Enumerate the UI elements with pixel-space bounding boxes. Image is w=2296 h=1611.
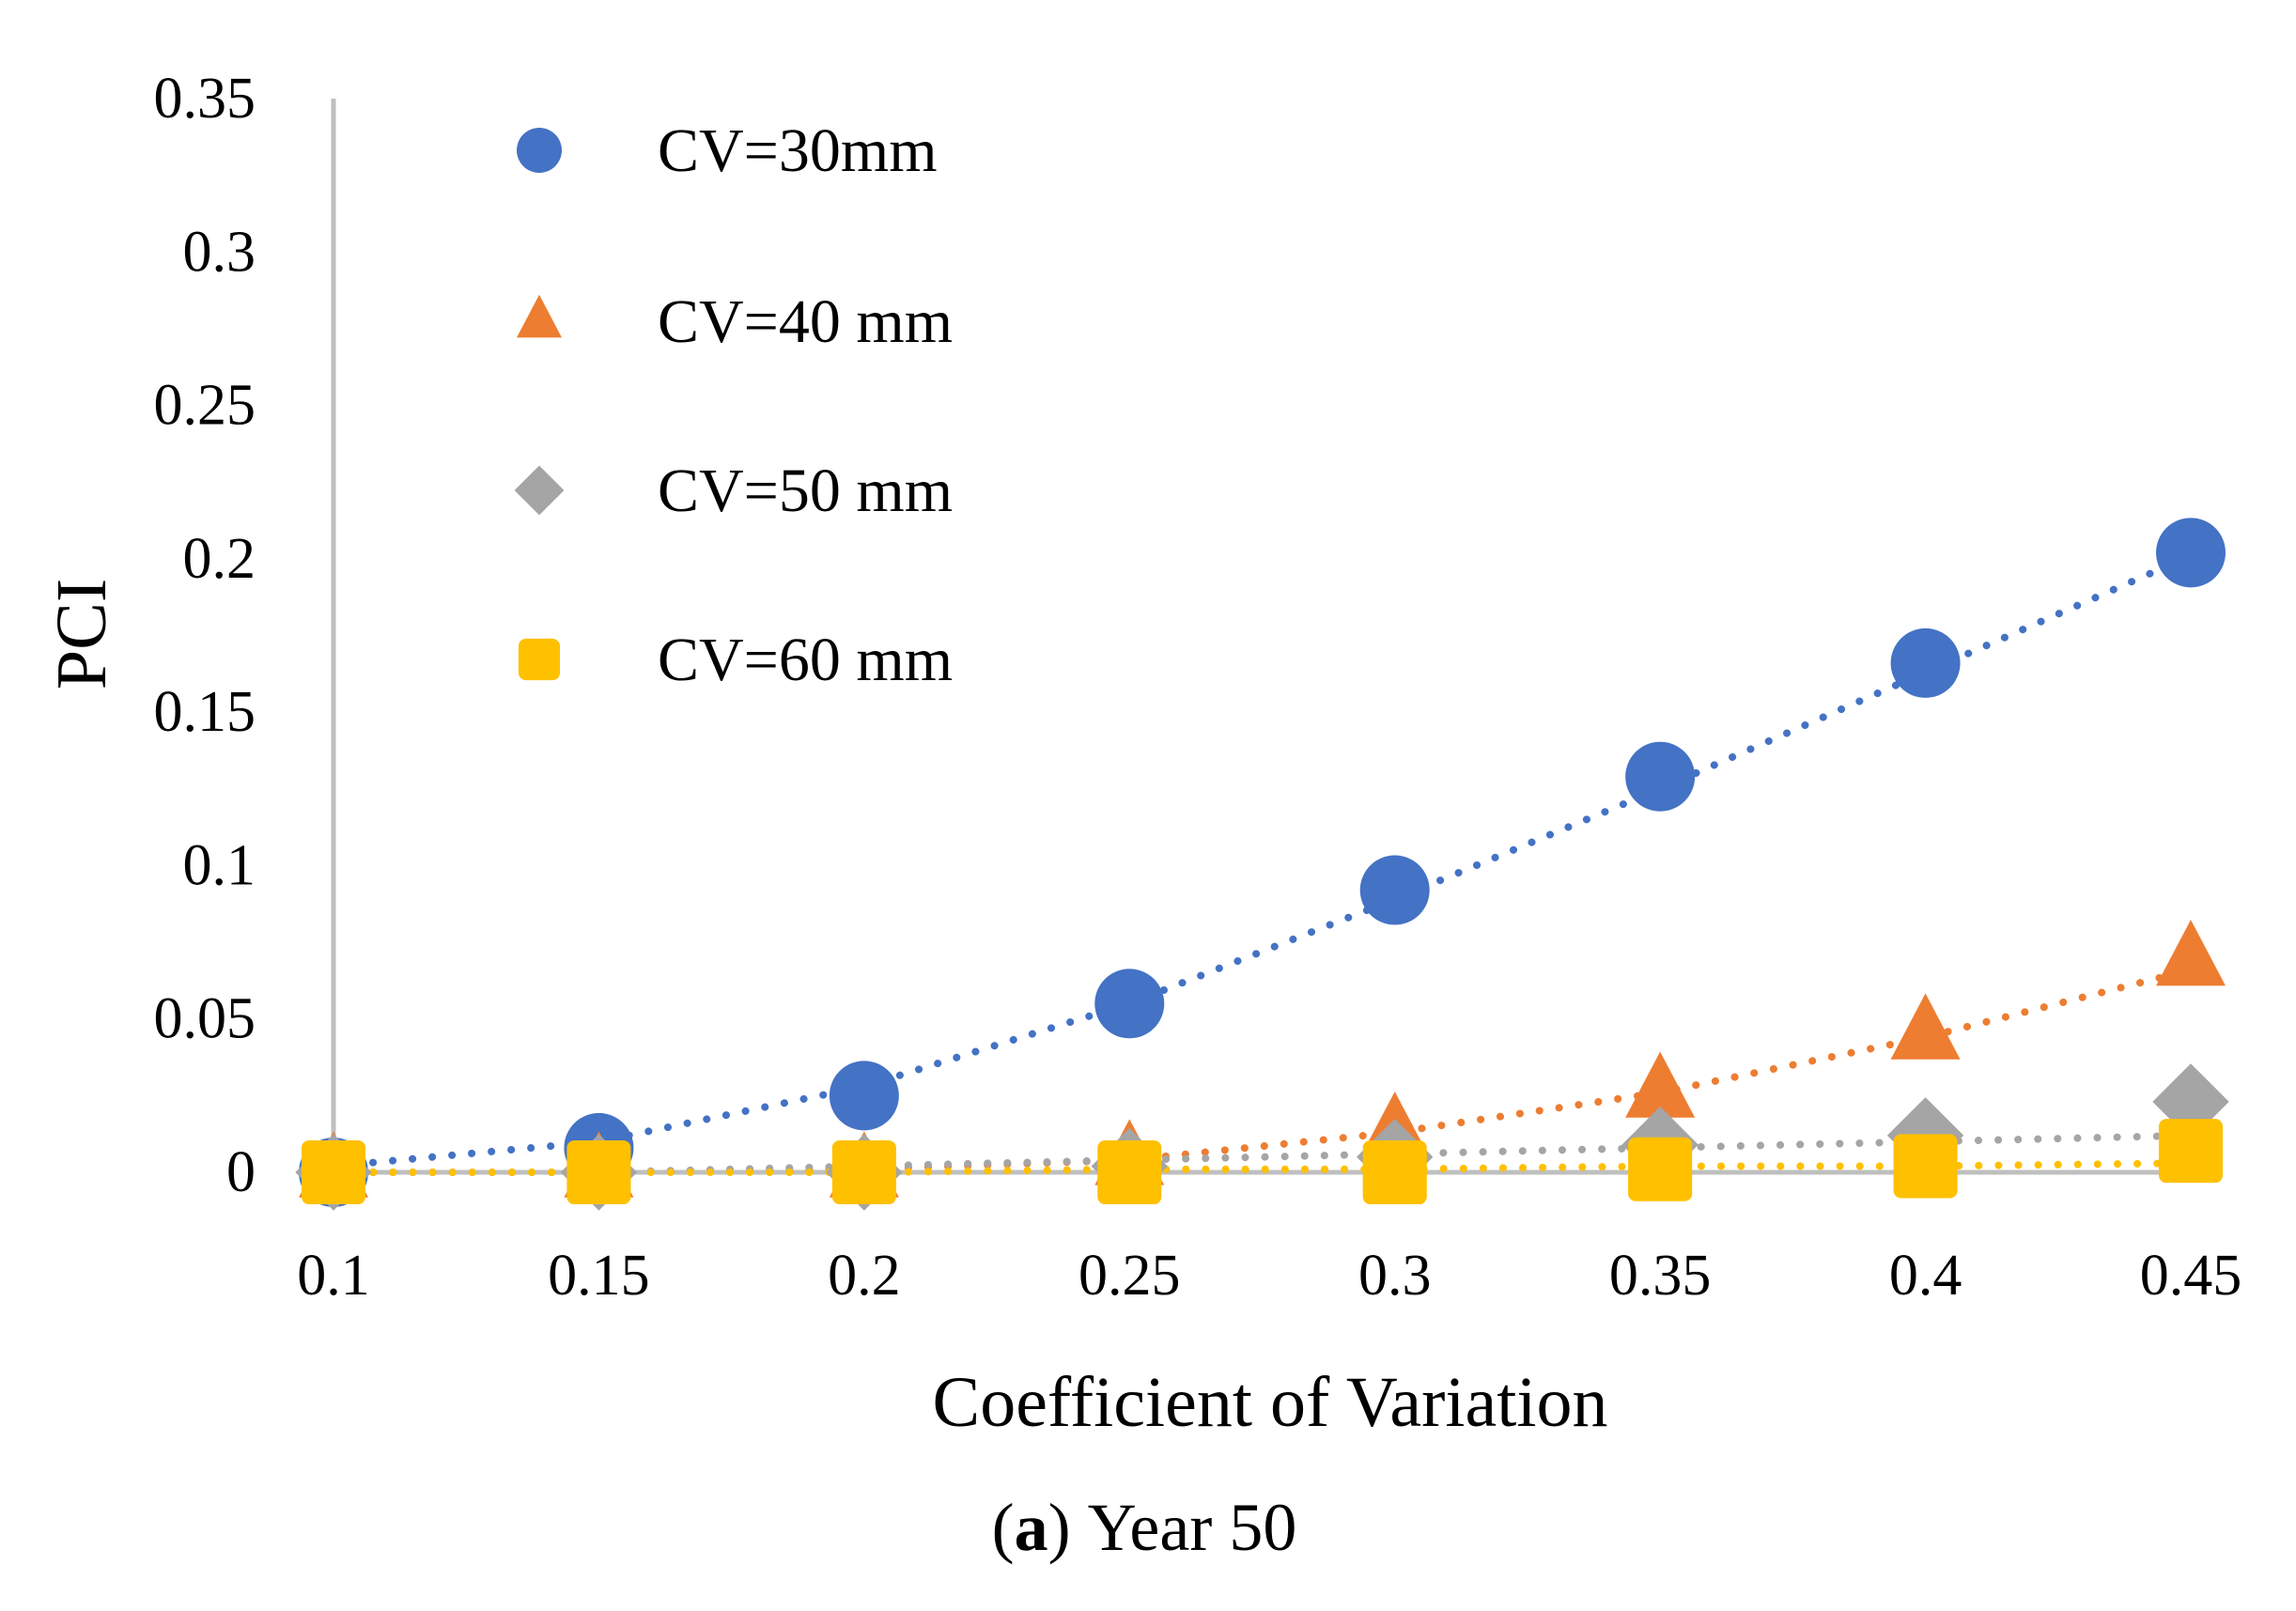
data-point — [1628, 1137, 1693, 1201]
legend-marker — [517, 128, 562, 173]
caption-letter: a — [1015, 1490, 1048, 1565]
y-tick-label: 0.2 — [183, 527, 256, 591]
data-point — [2158, 1119, 2224, 1184]
y-tick-label: 0.3 — [183, 220, 256, 284]
data-point — [1094, 968, 1165, 1039]
trendline — [330, 1131, 2195, 1176]
trendline — [330, 966, 2195, 1176]
caption-close-paren: ) — [1048, 1490, 1071, 1565]
y-tick-label: 0 — [226, 1140, 256, 1204]
y-tick-label: 0.05 — [154, 987, 256, 1051]
data-point — [2156, 920, 2226, 986]
trendline — [330, 1159, 2195, 1176]
x-tick-label: 0.45 — [2140, 1244, 2242, 1308]
x-tick-label: 0.4 — [1889, 1244, 1962, 1308]
x-tick-label: 0.35 — [1609, 1244, 1712, 1308]
axes: 0 0.05 0.1 0.15 0.2 0.25 0.3 0.35 0.1 0.15 0.2 0.25… — [154, 67, 2242, 1308]
trendlines — [330, 551, 2195, 1176]
legend: CV=30mm CV=40 mm CV=50 mm CV=60 mm — [514, 116, 953, 694]
data-point — [301, 1139, 366, 1205]
x-tick-label: 0.1 — [297, 1244, 370, 1308]
y-tick-label: 0.35 — [154, 67, 256, 131]
caption-text: Year 50 — [1088, 1490, 1297, 1565]
data-point — [1362, 1139, 1427, 1205]
figure-caption: (a) Year 50 — [992, 1490, 1297, 1565]
legend-label: CV=50 mm — [658, 457, 953, 525]
y-tick-label: 0.1 — [183, 833, 256, 897]
data-point — [2152, 1063, 2229, 1140]
data-point — [2156, 518, 2226, 588]
data-point — [566, 1139, 631, 1205]
x-tick-label: 0.25 — [1078, 1244, 1181, 1308]
data-point — [1625, 741, 1696, 812]
data-point — [829, 1061, 899, 1131]
legend-label: CV=40 mm — [658, 287, 953, 356]
legend-marker — [517, 294, 562, 338]
caption-open-paren: ( — [992, 1490, 1015, 1565]
data-point — [831, 1139, 896, 1205]
data-point — [1890, 627, 1961, 698]
y-tick-label: 0.25 — [154, 374, 256, 438]
data-point — [1359, 855, 1430, 925]
data-point — [1097, 1139, 1162, 1205]
legend-label: CV=60 mm — [658, 626, 953, 694]
x-tick-label: 0.15 — [548, 1244, 650, 1308]
x-tick-label: 0.2 — [828, 1244, 901, 1308]
legend-marker — [518, 638, 561, 681]
data-point — [1893, 1134, 1958, 1199]
x-axis-title: Coefficient of Variation — [933, 1363, 1608, 1442]
y-axis-title: PCI — [42, 579, 121, 689]
data-point — [1890, 993, 1961, 1060]
x-tick-label: 0.3 — [1358, 1244, 1432, 1308]
markers — [295, 518, 2229, 1211]
y-tick-label: 0.15 — [154, 680, 256, 744]
legend-label: CV=30mm — [658, 116, 938, 185]
data-point — [1625, 1051, 1696, 1118]
legend-marker — [514, 465, 565, 516]
